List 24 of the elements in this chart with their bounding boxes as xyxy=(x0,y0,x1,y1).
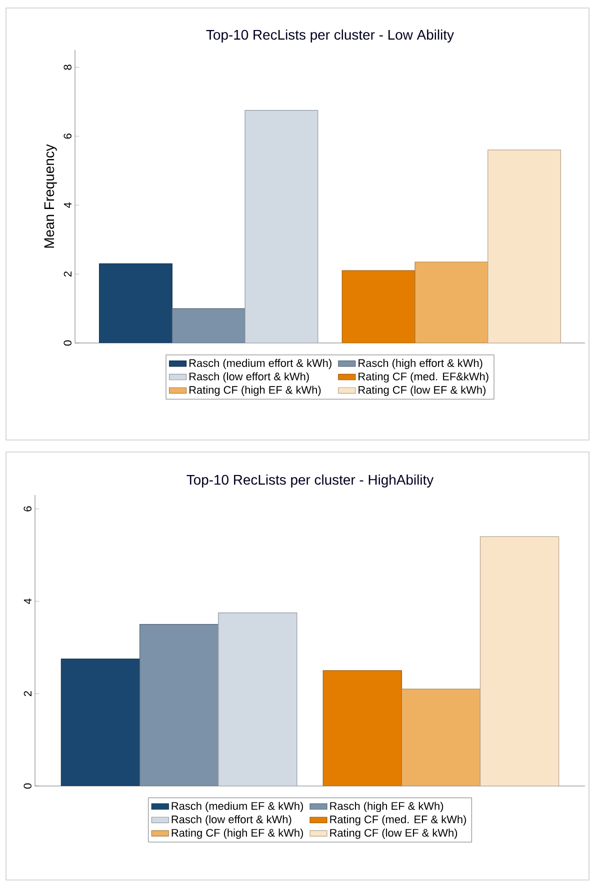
y-axis-title: Mean Frequency xyxy=(44,144,57,248)
legend-label: Rasch (medium effort & kWh) xyxy=(189,358,332,370)
legend-label: Rasch (medium EF & kWh) xyxy=(172,802,303,812)
y-tick-label: 6 xyxy=(64,134,72,139)
legend-label: Rasch (low effort & kWh) xyxy=(189,372,309,383)
legend-label: Rating CF (low EF & kWh) xyxy=(330,828,458,839)
legend-label: Rating CF (high EF & kWh) xyxy=(172,828,303,839)
chart-title: Top-10 RecLists per cluster - Low Ability xyxy=(206,29,454,42)
y-tick-label: 4 xyxy=(24,598,32,604)
legend-label: Rasch (low effort & kWh) xyxy=(172,815,292,826)
y-tick-label: 2 xyxy=(64,272,72,277)
y-tick-label: 0 xyxy=(24,783,32,789)
legend-label: Rating CF (high EF & kWh) xyxy=(189,386,321,396)
y-tick-label: 4 xyxy=(64,202,72,208)
legend-label: Rating CF (med. EF&kWh) xyxy=(358,372,488,383)
y-tick-label: 6 xyxy=(24,506,32,512)
y-tick-label: 0 xyxy=(64,340,72,346)
legend-label: Rasch (high EF & kWh) xyxy=(330,802,444,812)
legend-label: Rating CF (med. EF & kWh) xyxy=(330,815,466,826)
y-tick-label: 8 xyxy=(64,64,72,70)
y-tick-label: 2 xyxy=(24,691,32,696)
chart-title: Top-10 RecLists per cluster - HighAbility xyxy=(186,474,434,488)
legend-label: Rasch (high effort & kWh) xyxy=(358,358,482,370)
legend-label: Rating CF (low EF & kWh) xyxy=(358,386,486,396)
